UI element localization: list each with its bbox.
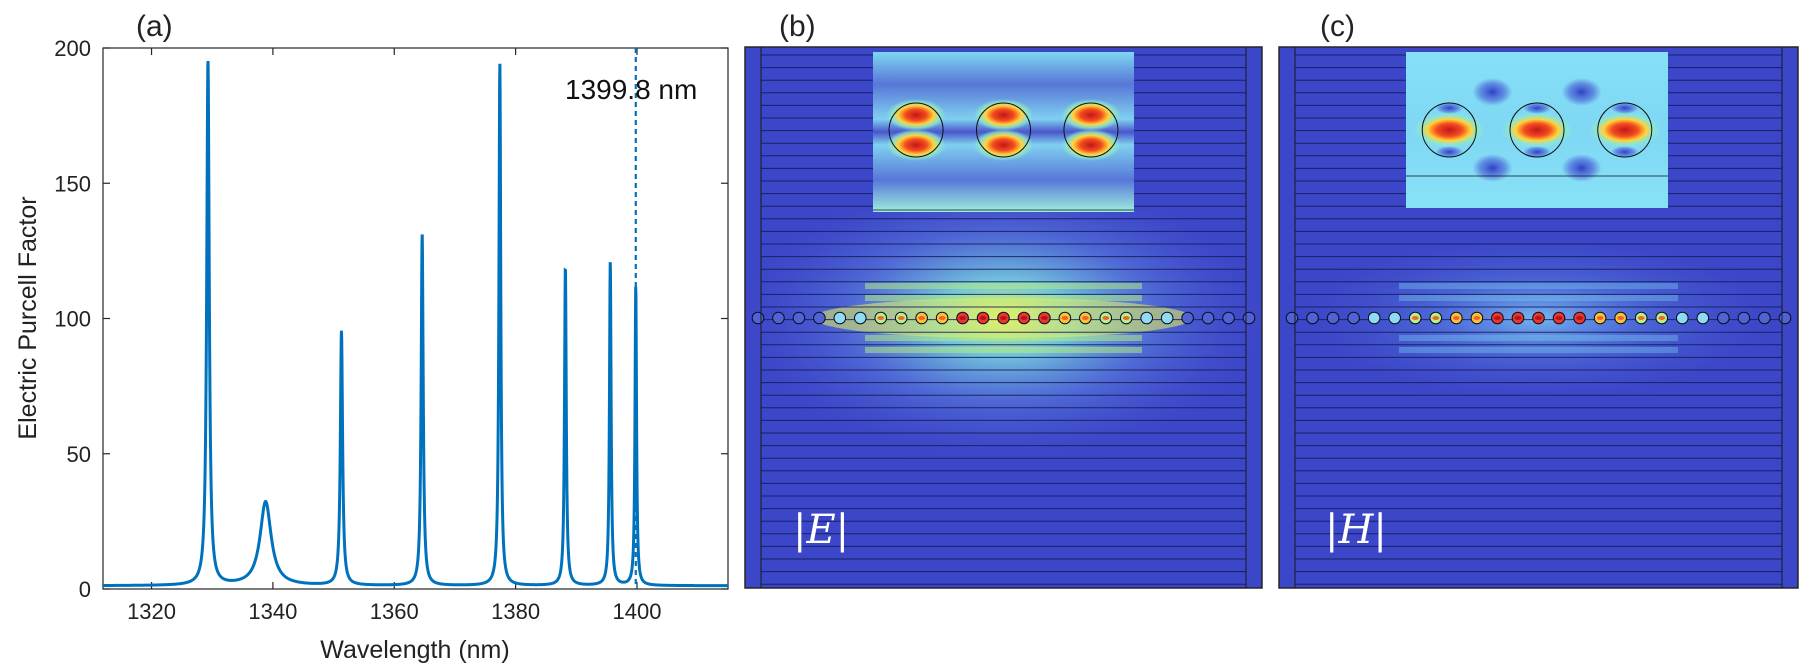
y-tick-label: 0 (79, 577, 91, 602)
crystal-hole (1778, 311, 1792, 325)
waveguide-layer-lines (1295, 54, 1782, 585)
crystal-hole (1099, 311, 1113, 325)
crystal-hole (1696, 311, 1710, 325)
crystal-hole (751, 311, 765, 325)
e-field-label: |E| (793, 507, 849, 553)
crystal-hole (792, 311, 806, 325)
panel-c-frame (1278, 46, 1799, 589)
purcell-factor-series (103, 60, 728, 588)
crystal-hole (1491, 311, 1504, 325)
crystal-hole (1470, 311, 1484, 325)
crystal-hole (1201, 311, 1215, 325)
crystal-hole (1737, 311, 1751, 325)
crystal-hole (1079, 311, 1092, 325)
crystal-hole (976, 311, 990, 325)
crystal-hole (1717, 311, 1730, 325)
crystal-hole (1140, 311, 1154, 325)
crystal-hole (772, 311, 785, 325)
crystal-hole (1181, 311, 1194, 325)
photonic-crystal-holes (1285, 311, 1792, 325)
crystal-hole (956, 311, 969, 325)
crystal-hole (1017, 311, 1031, 325)
crystal-hole (853, 311, 867, 325)
crystal-hole (1573, 311, 1586, 325)
axis-ticks: 1320 1340 1360 1380 1400 0 50 100 150 200 (54, 36, 728, 624)
panel-a-label: (a) (136, 10, 173, 43)
x-tick-label: 1340 (248, 599, 297, 624)
wavelength-marker-label: 1399.8 nm (565, 74, 697, 105)
y-tick-label: 200 (54, 36, 91, 61)
panel-b-frame (744, 46, 1263, 589)
x-tick-label: 1360 (370, 599, 419, 624)
panel-b-electric-field: (b) |E| (744, 10, 1263, 589)
crystal-hole (1450, 311, 1463, 325)
y-axis-title: Electric Purcell Factor (14, 196, 42, 439)
crystal-hole (813, 311, 826, 325)
crystal-hole (1593, 311, 1607, 325)
crystal-hole (874, 311, 888, 325)
x-tick-label: 1380 (491, 599, 540, 624)
crystal-hole (1038, 311, 1051, 325)
crystal-hole (833, 311, 847, 325)
crystal-hole (1388, 311, 1402, 325)
crystal-hole (1242, 311, 1256, 325)
y-tick-label: 150 (54, 171, 91, 196)
x-axis-title: Wavelength (nm) (320, 636, 509, 664)
h-field-label: |H| (1325, 507, 1387, 553)
crystal-hole (1058, 311, 1072, 325)
crystal-hole (1408, 311, 1422, 325)
crystal-hole (1306, 311, 1319, 325)
x-tick-label: 1320 (127, 599, 176, 624)
crystal-hole (1119, 311, 1133, 325)
crystal-hole (1655, 311, 1669, 325)
h-field-inset (1406, 52, 1668, 208)
crystal-hole (1285, 311, 1299, 325)
crystal-hole (1675, 311, 1689, 325)
panel-c-label: (c) (1320, 10, 1355, 43)
crystal-hole (894, 311, 908, 325)
crystal-hole (935, 311, 949, 325)
crystal-hole (1614, 311, 1627, 325)
crystal-hole (1552, 311, 1566, 325)
crystal-hole (1160, 311, 1174, 325)
e-field-inset (873, 52, 1134, 212)
y-tick-label: 50 (67, 442, 91, 467)
x-tick-label: 1400 (613, 599, 662, 624)
crystal-hole (1429, 311, 1443, 325)
crystal-hole (997, 311, 1010, 325)
crystal-hole (1758, 311, 1771, 325)
panel-c-magnetic-field: (c) |H| (1278, 10, 1799, 589)
crystal-hole (1347, 311, 1360, 325)
crystal-hole (1634, 311, 1648, 325)
panel-a-chart: (a) 1320 1340 1360 1380 1400 0 50 100 150 200 139… (14, 10, 729, 664)
crystal-hole (1326, 311, 1340, 325)
crystal-hole (915, 311, 928, 325)
crystal-hole (1222, 311, 1235, 325)
y-tick-label: 100 (54, 307, 91, 332)
crystal-hole (1532, 311, 1545, 325)
panel-b-label: (b) (779, 10, 816, 43)
crystal-hole (1367, 311, 1381, 325)
crystal-hole (1511, 311, 1525, 325)
